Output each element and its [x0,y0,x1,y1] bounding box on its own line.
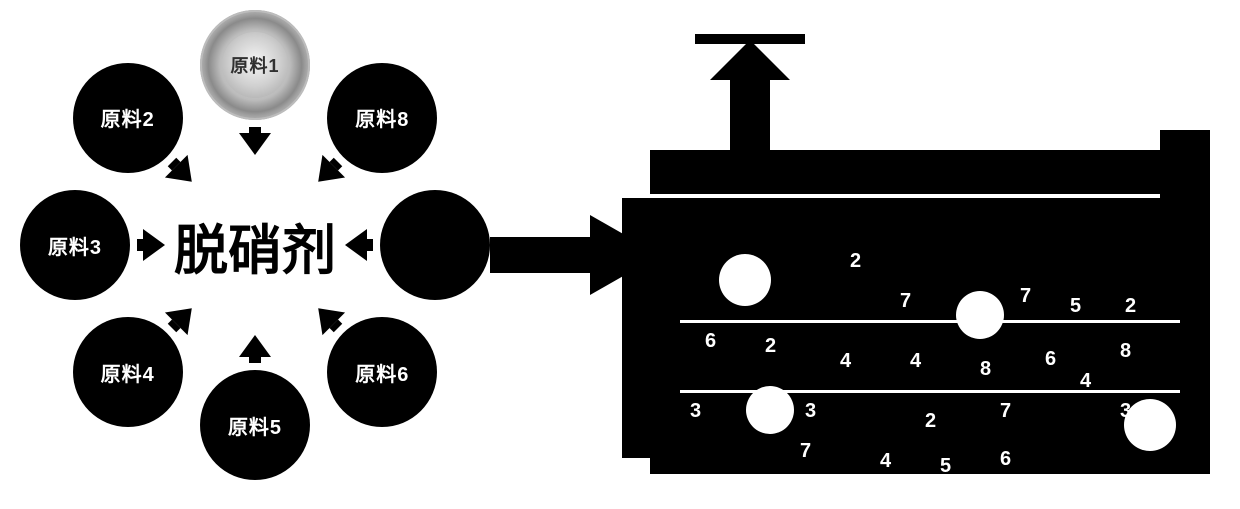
radial-arrow [319,309,339,329]
machine-number: 2 [1125,295,1136,318]
machine-hopper-top [710,40,790,80]
machine-number: 2 [765,335,776,358]
material-node [380,190,490,300]
machine-number: 4 [1080,370,1091,393]
machine-ball [746,386,794,434]
machine-number: 3 [805,400,816,423]
machine-number: 8 [1120,340,1131,363]
machine-number: 4 [880,450,891,473]
machine-number: 7 [800,440,811,463]
machine-number: 2 [925,410,936,433]
material-node: 原料6 [327,317,437,427]
machine-number: 4 [910,350,921,373]
machine-divider [680,320,1180,323]
machine-hopper-neck [730,78,770,153]
machine-number: 6 [1045,348,1056,371]
machine-number: 5 [1070,295,1081,318]
machine-block [650,458,1210,474]
material-node: 原料5 [200,370,310,480]
machine-ball [719,254,771,306]
material-node-silver: 原料1 [200,10,310,120]
material-node: 原料8 [327,63,437,173]
machine-number: 6 [1000,448,1011,471]
machine-hopper-cap [695,34,805,44]
machine-number: 3 [690,400,701,423]
machine-number: 8 [980,358,991,381]
machine-block [1160,130,1210,200]
machine-ball [1124,399,1176,451]
material-node: 原料2 [73,63,183,173]
machine-number: 2 [850,250,861,273]
machine-number: 5 [940,455,951,478]
machine-number: 7 [1000,400,1011,423]
machine-ball [956,291,1004,339]
material-node-label: 原料1 [222,32,288,98]
center-label: 脱硝剂 [145,210,365,280]
material-node: 原料4 [73,317,183,427]
machine-number: 3 [1120,400,1131,423]
radial-arrow [172,309,192,329]
machine: 2775262448684332737456 [650,40,1210,480]
radial-arrow [319,162,339,182]
machine-number: 7 [900,290,911,313]
machine-number: 6 [705,330,716,353]
machine-number: 7 [1020,285,1031,308]
diagram-stage: 脱硝剂原料1原料8原料6原料5原料4原料3原料22775262448684332… [0,0,1240,509]
material-node: 原料3 [20,190,130,300]
radial-arrow [172,162,192,182]
machine-block [650,150,1210,194]
machine-number: 4 [840,350,851,373]
